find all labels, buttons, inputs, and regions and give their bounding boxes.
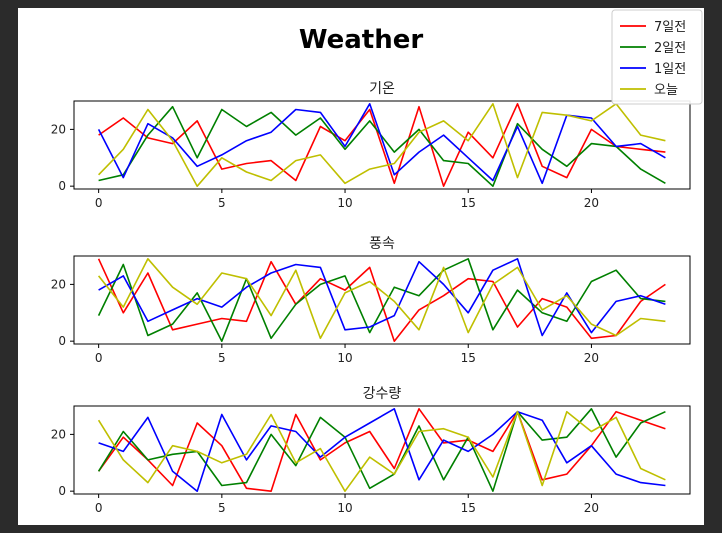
y-tick-label: 0 [58, 334, 66, 348]
x-tick-label: 0 [95, 196, 103, 210]
series-line-0 [98, 103, 666, 187]
legend-label: 1일전 [654, 62, 686, 77]
x-tick-label: 15 [461, 501, 476, 515]
y-tick-label: 20 [51, 122, 66, 136]
series-line-1 [97, 258, 666, 343]
axes-frame [73, 405, 691, 495]
y-tick-label: 20 [51, 277, 66, 291]
x-tick-label: 15 [461, 351, 476, 365]
series-line-3 [97, 410, 666, 493]
x-tick-label: 15 [461, 196, 476, 210]
y-tick-label: 20 [51, 427, 66, 441]
chart-panels: 기온 0 5 10 15 20 0 20 풍속 0 5 10 15 20 0 20 강수량 0 5 10 15 20 0 20 [51, 81, 691, 515]
y-tick-label: 0 [58, 179, 66, 193]
legend-label: 7일전 [654, 20, 686, 35]
x-tick-label: 5 [218, 351, 226, 365]
legend-label: 2일전 [654, 41, 686, 56]
x-tick-label: 10 [337, 351, 352, 365]
x-tick-label: 5 [218, 196, 226, 210]
chart-figure: Weather 기온 0 5 10 15 20 0 20 풍속 0 5 10 15 20 0 20 강수량 0 5 1… [18, 8, 704, 525]
series-line-0 [97, 258, 666, 343]
panel-0: 기온 0 5 10 15 20 0 20 [51, 81, 691, 210]
series-line-3 [98, 103, 666, 187]
series-line-3 [97, 258, 666, 340]
x-tick-label: 0 [95, 351, 103, 365]
series-line-2 [98, 407, 666, 493]
series-line-0 [97, 407, 666, 493]
panel-title: 기온 [369, 81, 395, 97]
legend-box [611, 9, 703, 105]
panel-1: 풍속 0 5 10 15 20 0 20 [51, 236, 691, 365]
x-tick-label: 20 [584, 351, 599, 365]
series-line-2 [97, 103, 666, 185]
x-tick-label: 0 [95, 501, 103, 515]
chart-title: Weather [299, 25, 424, 55]
panel-title: 강수량 [363, 386, 402, 402]
x-tick-label: 10 [337, 501, 352, 515]
axes-frame [73, 255, 691, 345]
legend-label: 오늘 [654, 83, 678, 98]
series-line-1 [97, 407, 666, 493]
x-tick-label: 10 [337, 196, 352, 210]
x-tick-label: 5 [218, 501, 226, 515]
y-tick-label: 0 [58, 484, 66, 498]
panel-title: 풍속 [369, 236, 395, 252]
axes-frame [73, 100, 691, 190]
x-tick-label: 20 [584, 196, 599, 210]
series-line-1 [98, 105, 666, 187]
weather-chart-svg: Weather 기온 0 5 10 15 20 0 20 풍속 0 5 10 15 20 0 20 강수량 0 5 1… [51, 9, 703, 515]
x-tick-label: 20 [584, 501, 599, 515]
panel-2: 강수량 0 5 10 15 20 0 20 [51, 386, 691, 515]
